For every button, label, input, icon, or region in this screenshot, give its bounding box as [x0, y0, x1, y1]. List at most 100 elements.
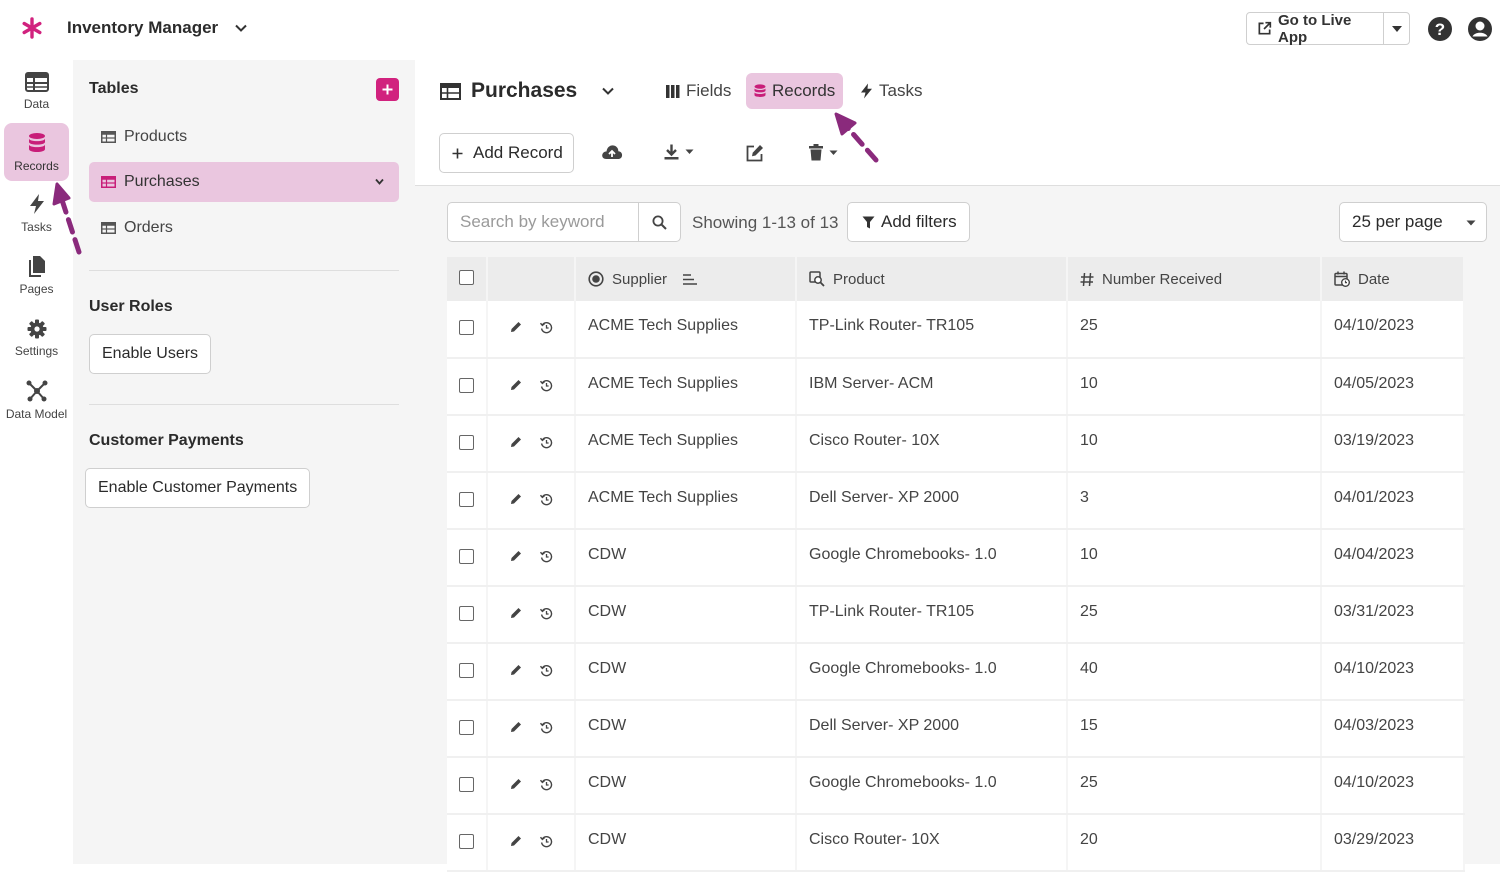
rail-item-settings[interactable]: Settings: [4, 309, 69, 367]
cell-supplier[interactable]: CDW: [575, 814, 797, 872]
table-row[interactable]: ACME Tech Supplies Cisco Router- 10X 10 03/…: [447, 415, 1465, 473]
pencil-icon[interactable]: [510, 835, 522, 848]
sidebar-table-products[interactable]: Products: [89, 117, 399, 157]
table-row[interactable]: CDW TP-Link Router- TR105 25 03/31/2023: [447, 586, 1465, 644]
row-checkbox[interactable]: [459, 663, 474, 678]
history-icon[interactable]: [540, 493, 553, 506]
cell-supplier[interactable]: CDW: [575, 643, 797, 701]
history-icon[interactable]: [540, 778, 553, 791]
table-title[interactable]: Purchases: [440, 79, 615, 103]
download-button[interactable]: [664, 144, 694, 160]
delete-button[interactable]: [809, 144, 838, 161]
cell-date[interactable]: 03/29/2023: [1321, 814, 1465, 872]
table-row[interactable]: ACME Tech Supplies Dell Server- XP 2000 3 0…: [447, 472, 1465, 530]
history-icon[interactable]: [540, 721, 553, 734]
sidebar-table-purchases[interactable]: Purchases: [89, 162, 399, 202]
edit-button[interactable]: [746, 144, 764, 162]
cell-product[interactable]: Cisco Router- 10X: [796, 415, 1068, 473]
cell-supplier[interactable]: CDW: [575, 529, 797, 587]
row-checkbox[interactable]: [459, 492, 474, 507]
history-icon[interactable]: [540, 835, 553, 848]
column-header-supplier[interactable]: Supplier: [575, 257, 797, 301]
cell-supplier[interactable]: ACME Tech Supplies: [575, 301, 797, 359]
table-row[interactable]: CDW Dell Server- XP 2000 15 04/03/2023: [447, 700, 1465, 758]
cell-date[interactable]: 04/03/2023: [1321, 700, 1465, 758]
cell-number-received[interactable]: 25: [1067, 586, 1322, 644]
enable-customer-payments-button[interactable]: Enable Customer Payments: [85, 468, 311, 508]
cell-date[interactable]: 03/19/2023: [1321, 415, 1465, 473]
row-checkbox[interactable]: [459, 777, 474, 792]
add-table-button[interactable]: [376, 78, 399, 101]
app-name[interactable]: Inventory Manager: [67, 18, 219, 37]
cell-number-received[interactable]: 10: [1067, 529, 1322, 587]
pencil-icon[interactable]: [510, 550, 522, 563]
cell-supplier[interactable]: CDW: [575, 700, 797, 758]
cell-number-received[interactable]: 20: [1067, 814, 1322, 872]
rail-item-tasks[interactable]: Tasks: [4, 184, 69, 242]
cell-number-received[interactable]: 25: [1067, 757, 1322, 815]
chevron-down-icon[interactable]: [374, 176, 385, 187]
cell-date[interactable]: 04/01/2023: [1321, 472, 1465, 530]
row-checkbox[interactable]: [459, 606, 474, 621]
cell-product[interactable]: Google Chromebooks- 1.0: [796, 757, 1068, 815]
column-header-date[interactable]: Date: [1321, 257, 1465, 301]
pencil-icon[interactable]: [510, 379, 522, 392]
add-record-button[interactable]: Add Record: [439, 133, 574, 173]
help-icon[interactable]: ?: [1427, 16, 1453, 42]
tab-tasks[interactable]: Tasks: [852, 73, 930, 109]
cell-product[interactable]: Dell Server- XP 2000: [796, 700, 1068, 758]
table-row[interactable]: CDW Google Chromebooks- 1.0 40 04/10/2023: [447, 643, 1465, 701]
pencil-icon[interactable]: [510, 664, 522, 677]
cell-product[interactable]: Google Chromebooks- 1.0: [796, 643, 1068, 701]
cell-number-received[interactable]: 3: [1067, 472, 1322, 530]
cell-product[interactable]: Google Chromebooks- 1.0: [796, 529, 1068, 587]
tab-fields[interactable]: Fields: [658, 73, 739, 109]
row-checkbox[interactable]: [459, 320, 474, 335]
chevron-down-icon[interactable]: [601, 84, 615, 98]
select-all-checkbox[interactable]: [459, 269, 474, 285]
cell-date[interactable]: 03/31/2023: [1321, 586, 1465, 644]
row-checkbox[interactable]: [459, 549, 474, 564]
rail-item-pages[interactable]: Pages: [4, 246, 69, 304]
cell-product[interactable]: TP-Link Router- TR105: [796, 586, 1068, 644]
search-button[interactable]: [638, 203, 680, 241]
row-checkbox[interactable]: [459, 378, 474, 393]
cell-number-received[interactable]: 15: [1067, 700, 1322, 758]
cell-product[interactable]: IBM Server- ACM: [796, 358, 1068, 416]
history-icon[interactable]: [540, 379, 553, 392]
user-account-icon[interactable]: [1467, 16, 1493, 42]
history-icon[interactable]: [540, 607, 553, 620]
pencil-icon[interactable]: [510, 721, 522, 734]
rail-item-records[interactable]: Records: [4, 123, 69, 181]
cell-product[interactable]: Dell Server- XP 2000: [796, 472, 1068, 530]
row-checkbox[interactable]: [459, 720, 474, 735]
history-icon[interactable]: [540, 664, 553, 677]
column-header-product[interactable]: Product: [796, 257, 1068, 301]
cell-supplier[interactable]: ACME Tech Supplies: [575, 472, 797, 530]
app-logo-icon[interactable]: [20, 16, 44, 40]
cell-date[interactable]: 04/10/2023: [1321, 757, 1465, 815]
cell-date[interactable]: 04/10/2023: [1321, 301, 1465, 359]
cell-supplier[interactable]: ACME Tech Supplies: [575, 358, 797, 416]
sort-icon[interactable]: [683, 273, 698, 285]
per-page-select[interactable]: 25 per page: [1339, 202, 1487, 242]
pencil-icon[interactable]: [510, 436, 522, 449]
table-row[interactable]: CDW Google Chromebooks- 1.0 25 04/10/2023: [447, 757, 1465, 815]
cell-product[interactable]: Cisco Router- 10X: [796, 814, 1068, 872]
history-icon[interactable]: [540, 436, 553, 449]
cell-date[interactable]: 04/10/2023: [1321, 643, 1465, 701]
row-checkbox[interactable]: [459, 435, 474, 450]
rail-item-data[interactable]: Data: [4, 62, 69, 120]
table-row[interactable]: CDW Google Chromebooks- 1.0 10 04/04/2023: [447, 529, 1465, 587]
live-app-dropdown-button[interactable]: [1383, 13, 1409, 44]
pencil-icon[interactable]: [510, 321, 522, 334]
pencil-icon[interactable]: [510, 778, 522, 791]
pencil-icon[interactable]: [510, 493, 522, 506]
history-icon[interactable]: [540, 550, 553, 563]
chevron-down-icon[interactable]: [233, 20, 249, 36]
cell-supplier[interactable]: CDW: [575, 757, 797, 815]
tab-records[interactable]: Records: [746, 73, 844, 109]
cell-supplier[interactable]: ACME Tech Supplies: [575, 415, 797, 473]
cell-number-received[interactable]: 40: [1067, 643, 1322, 701]
enable-users-button[interactable]: Enable Users: [89, 334, 212, 374]
